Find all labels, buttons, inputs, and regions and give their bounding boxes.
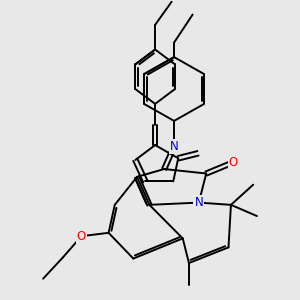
Text: O: O <box>229 156 238 169</box>
Text: N: N <box>194 196 203 209</box>
Text: O: O <box>77 230 86 243</box>
Text: N: N <box>170 140 178 153</box>
